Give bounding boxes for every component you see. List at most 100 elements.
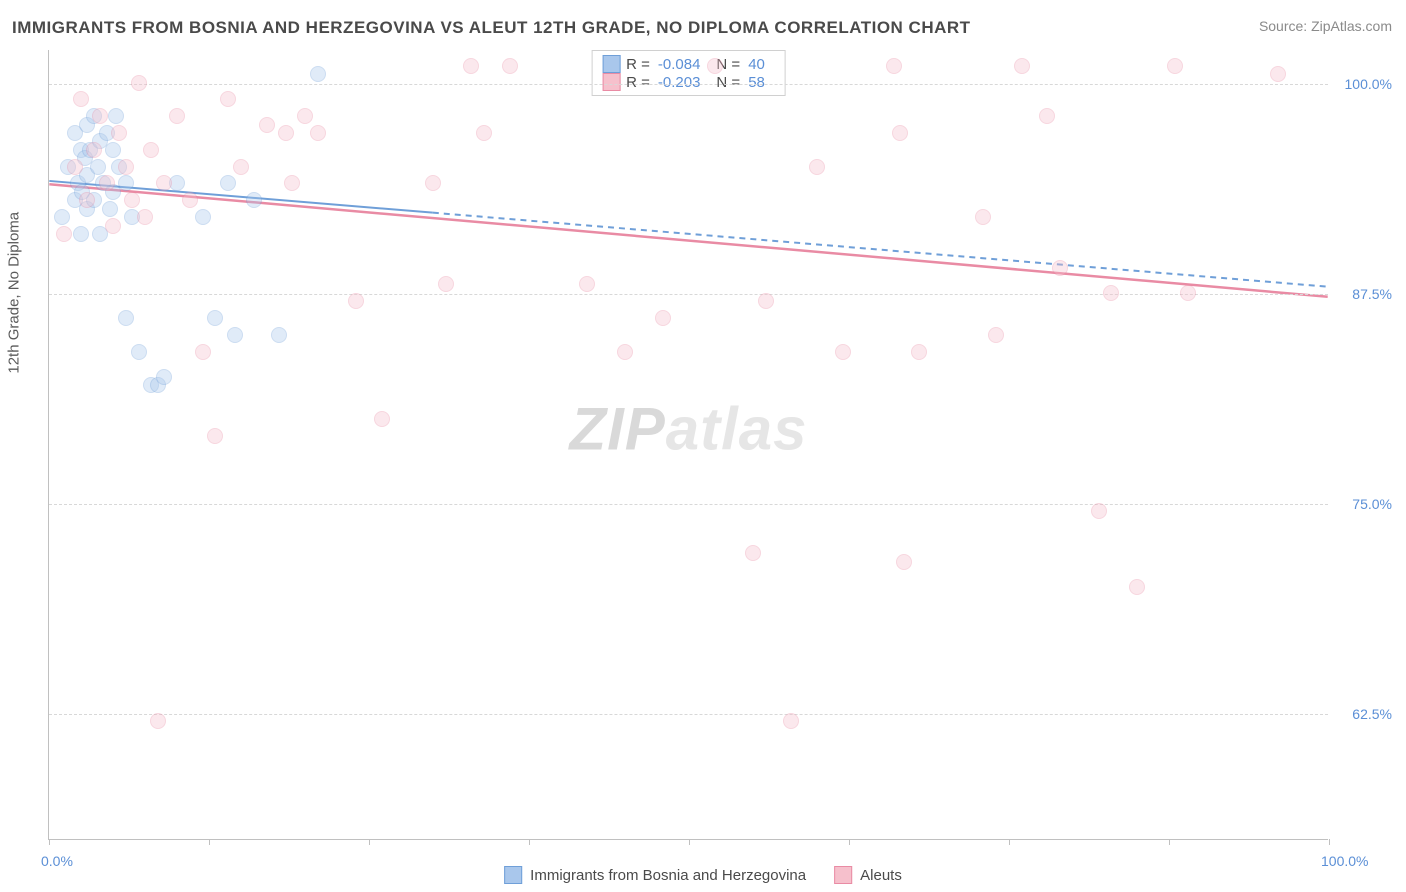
data-point: [150, 713, 166, 729]
data-point: [886, 58, 902, 74]
plot-area: ZIPatlas R =-0.084 N =40 R =-0.203 N =58…: [48, 50, 1328, 840]
gridline: [49, 294, 1328, 295]
data-point: [220, 175, 236, 191]
data-point: [73, 91, 89, 107]
data-point: [278, 125, 294, 141]
data-point: [476, 125, 492, 141]
data-point: [271, 327, 287, 343]
data-point: [1091, 503, 1107, 519]
gridline: [49, 504, 1328, 505]
data-point: [1039, 108, 1055, 124]
watermark: ZIPatlas: [569, 394, 807, 463]
data-point: [246, 192, 262, 208]
data-point: [54, 209, 70, 225]
data-point: [131, 75, 147, 91]
data-point: [1052, 260, 1068, 276]
legend-row-series-b: R =-0.203 N =58: [602, 73, 775, 91]
xtick: [1169, 839, 1170, 845]
data-point: [67, 159, 83, 175]
xtick: [369, 839, 370, 845]
xtick-label: 100.0%: [1321, 853, 1368, 869]
data-point: [1180, 285, 1196, 301]
data-point: [988, 327, 1004, 343]
data-point: [111, 125, 127, 141]
gridline: [49, 714, 1328, 715]
xtick: [529, 839, 530, 845]
correlation-legend: R =-0.084 N =40 R =-0.203 N =58: [591, 50, 786, 96]
data-point: [425, 175, 441, 191]
data-point: [156, 175, 172, 191]
data-point: [195, 209, 211, 225]
data-point: [783, 713, 799, 729]
data-point: [297, 108, 313, 124]
data-point: [227, 327, 243, 343]
data-point: [137, 209, 153, 225]
legend-item-series-b: Aleuts: [834, 866, 902, 884]
swatch-series-b: [834, 866, 852, 884]
ytick-label: 62.5%: [1352, 706, 1392, 722]
data-point: [105, 142, 121, 158]
xtick-label: 0.0%: [41, 853, 73, 869]
xtick: [689, 839, 690, 845]
data-point: [182, 192, 198, 208]
data-point: [911, 344, 927, 360]
legend-label: Immigrants from Bosnia and Herzegovina: [530, 867, 806, 884]
data-point: [79, 192, 95, 208]
data-point: [892, 125, 908, 141]
data-point: [1129, 579, 1145, 595]
data-point: [102, 201, 118, 217]
data-point: [463, 58, 479, 74]
ytick-label: 87.5%: [1352, 286, 1392, 302]
xtick: [849, 839, 850, 845]
data-point: [90, 159, 106, 175]
data-point: [259, 117, 275, 133]
series-legend: Immigrants from Bosnia and Herzegovina A…: [504, 866, 902, 884]
xtick: [1009, 839, 1010, 845]
data-point: [220, 91, 236, 107]
gridline: [49, 84, 1328, 85]
source-label: Source: ZipAtlas.com: [1259, 18, 1392, 34]
data-point: [169, 108, 185, 124]
data-point: [758, 293, 774, 309]
data-point: [118, 175, 134, 191]
xtick: [49, 839, 50, 845]
xtick: [1329, 839, 1330, 845]
data-point: [124, 192, 140, 208]
data-point: [617, 344, 633, 360]
data-point: [655, 310, 671, 326]
data-point: [156, 369, 172, 385]
data-point: [73, 226, 89, 242]
data-point: [56, 226, 72, 242]
data-point: [284, 175, 300, 191]
data-point: [374, 411, 390, 427]
data-point: [143, 142, 159, 158]
data-point: [99, 175, 115, 191]
ytick-label: 100.0%: [1345, 76, 1392, 92]
data-point: [310, 125, 326, 141]
data-point: [118, 159, 134, 175]
data-point: [348, 293, 364, 309]
data-point: [207, 428, 223, 444]
data-point: [86, 142, 102, 158]
xtick: [209, 839, 210, 845]
data-point: [92, 108, 108, 124]
data-point: [502, 58, 518, 74]
data-point: [707, 58, 723, 74]
data-point: [809, 159, 825, 175]
data-point: [310, 66, 326, 82]
legend-row-series-a: R =-0.084 N =40: [602, 55, 775, 73]
data-point: [896, 554, 912, 570]
data-point: [118, 310, 134, 326]
swatch-series-a: [504, 866, 522, 884]
data-point: [108, 108, 124, 124]
data-point: [835, 344, 851, 360]
data-point: [1014, 58, 1030, 74]
chart-title: IMMIGRANTS FROM BOSNIA AND HERZEGOVINA V…: [12, 18, 971, 38]
swatch-series-b: [602, 73, 620, 91]
data-point: [438, 276, 454, 292]
data-point: [1103, 285, 1119, 301]
data-point: [1167, 58, 1183, 74]
data-point: [195, 344, 211, 360]
data-point: [745, 545, 761, 561]
legend-item-series-a: Immigrants from Bosnia and Herzegovina: [504, 866, 806, 884]
